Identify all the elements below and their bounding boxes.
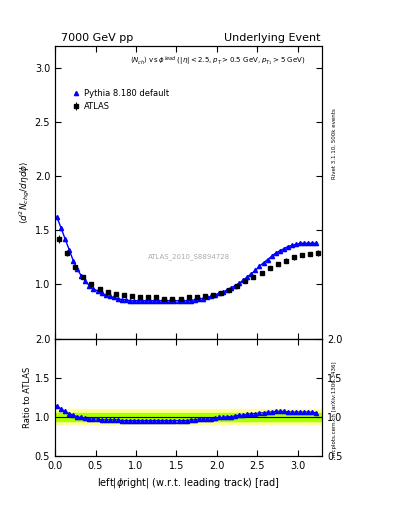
Pythia 8.180 default xyxy=(192,296,197,303)
Text: ATLAS_2010_S8894728: ATLAS_2010_S8894728 xyxy=(148,253,230,260)
Text: Rivet 3.1.10, 500k events: Rivet 3.1.10, 500k events xyxy=(332,108,337,179)
Pythia 8.180 default xyxy=(55,214,59,220)
X-axis label: left|$\phi$right| (w.r.t. leading track) [rad]: left|$\phi$right| (w.r.t. leading track)… xyxy=(97,476,280,490)
Pythia 8.180 default xyxy=(306,240,310,246)
Text: Underlying Event: Underlying Event xyxy=(224,33,320,44)
Text: mcplots.cern.ch [arXiv:1306.3436]: mcplots.cern.ch [arXiv:1306.3436] xyxy=(332,362,337,457)
Line: Pythia 8.180 default: Pythia 8.180 default xyxy=(55,215,318,303)
Text: 7000 GeV pp: 7000 GeV pp xyxy=(61,33,133,44)
Text: $\langle N_{ch}\rangle$ vs $\phi^{lead}$ ($|\eta|<2.5$, $p_T>0.5$ GeV, $p_{T_1}>: $\langle N_{ch}\rangle$ vs $\phi^{lead}$… xyxy=(130,55,305,68)
Legend: Pythia 8.180 default, ATLAS: Pythia 8.180 default, ATLAS xyxy=(67,86,172,114)
Pythia 8.180 default xyxy=(281,246,286,252)
Pythia 8.180 default xyxy=(116,295,120,302)
Bar xyxy=(55,409,322,424)
Pythia 8.180 default xyxy=(314,240,319,246)
Y-axis label: Ratio to ATLAS: Ratio to ATLAS xyxy=(23,367,32,428)
Pythia 8.180 default xyxy=(168,297,173,304)
Pythia 8.180 default xyxy=(136,297,140,304)
Pythia 8.180 default xyxy=(128,297,132,304)
Bar xyxy=(55,413,322,420)
Y-axis label: $\langle d^2 N_{chg}/d\eta d\phi \rangle$: $\langle d^2 N_{chg}/d\eta d\phi \rangle… xyxy=(17,161,32,224)
